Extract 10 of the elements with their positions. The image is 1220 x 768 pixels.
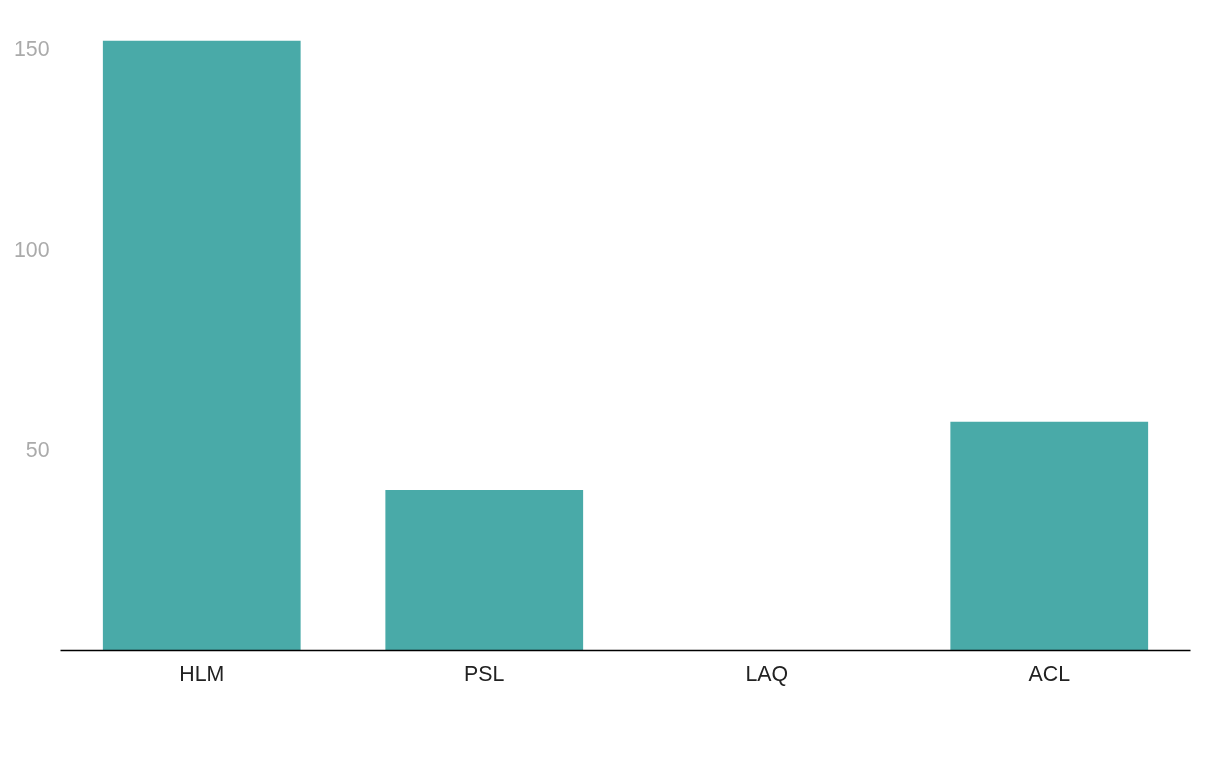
y-tick-label: 50	[25, 438, 50, 463]
x-tick-label: ACL	[1028, 661, 1071, 686]
x-tick-label: PSL	[464, 661, 505, 686]
x-tick-label: HLM	[179, 661, 225, 686]
y-tick-label: 100	[13, 237, 50, 262]
bar	[385, 489, 584, 651]
bar	[102, 40, 301, 651]
x-tick-label: LAQ	[745, 661, 789, 686]
bar	[950, 421, 1149, 651]
y-tick-label: 150	[13, 37, 50, 62]
